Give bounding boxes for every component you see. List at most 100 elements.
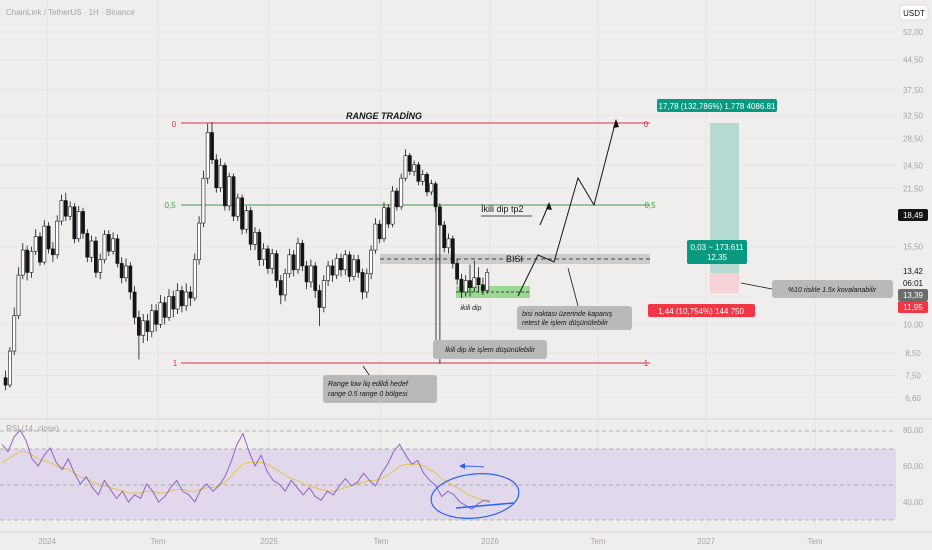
price-tick-label: 15,50	[903, 243, 924, 252]
tp2-label: İkili dip tp2	[481, 204, 524, 214]
price-tick-label: 24,50	[903, 161, 924, 170]
candle-body	[55, 220, 60, 256]
projection-path[interactable]	[517, 119, 617, 297]
candle-body	[115, 238, 120, 264]
candle-body	[188, 291, 193, 299]
candle-body	[274, 253, 279, 281]
candles	[3, 122, 490, 391]
candle-body	[29, 250, 34, 273]
candle-body	[214, 159, 219, 189]
candle-body	[106, 234, 111, 252]
rsi-blue-arrowhead	[459, 463, 465, 469]
time-tick-label: 2025	[260, 537, 278, 546]
price-badge-label: 11,95	[903, 303, 923, 312]
candle-body	[429, 183, 434, 193]
note-bisi[interactable]: bisi noktası üzerinde kapanış retest ile…	[517, 306, 632, 330]
rsi-blue-circle	[430, 473, 520, 519]
candle-body	[373, 223, 378, 251]
candle-body	[89, 240, 94, 258]
candle-body	[158, 302, 163, 325]
price-tick-label: 44,50	[903, 56, 924, 65]
candle-body	[485, 272, 490, 291]
candle-body	[145, 320, 150, 332]
candle-body	[270, 253, 275, 269]
range-level-1-right: 1	[644, 359, 649, 368]
price-badge	[898, 289, 928, 301]
candle-body	[253, 232, 257, 245]
candle-body	[450, 238, 455, 264]
price-badge-label: 18,49	[903, 211, 924, 220]
price-axis[interactable]: 52,00 44,50 37,50 32,50 28,50 24,50 21,50 18,49…	[898, 28, 928, 403]
note-ikili-dip[interactable]: İkili dip ile işlem düşünülebilir	[433, 340, 547, 359]
candle-body	[416, 164, 421, 182]
candle-body	[12, 315, 17, 352]
range-level-0-left: 0	[172, 120, 177, 129]
candle-body	[231, 176, 236, 217]
candle-body	[111, 238, 116, 252]
time-axis[interactable]: 2024 Tem 2025 Tem 2026 Tem 2027 Tem	[38, 537, 823, 546]
rsi-axis[interactable]: 80,00 60,00 40,00	[903, 426, 924, 507]
candle-body	[480, 284, 485, 291]
candle-body	[291, 254, 296, 271]
candle-body	[8, 350, 12, 386]
rsi-pane: RSI (14, close) 80,00 60,00 40,00	[0, 424, 924, 522]
candle-body	[455, 263, 460, 280]
candle-body	[141, 320, 146, 336]
candle-body	[128, 265, 133, 293]
candle-body	[42, 225, 47, 263]
price-tick-label: 7,50	[905, 371, 921, 380]
candle-body	[463, 280, 468, 293]
time-tick-label: Tem	[590, 537, 605, 546]
candle-body	[244, 210, 249, 230]
candle-body	[330, 265, 335, 276]
candle-body	[119, 263, 124, 279]
candle-body	[63, 200, 68, 217]
stop-zone	[710, 273, 739, 293]
candle-body	[184, 291, 189, 307]
note-risk-text: %10 riskle 1.5x kovalanabilir	[788, 287, 877, 294]
candle-body	[3, 377, 8, 386]
candle-body	[403, 155, 408, 179]
candle-body	[132, 291, 137, 318]
note-range-low[interactable]: Range low liq edildi hedef range 0.5 ran…	[323, 375, 437, 403]
price-tick-label: 21,50	[903, 185, 924, 194]
candle-body	[326, 265, 331, 281]
candle-body	[334, 258, 339, 276]
rsi-blue-annotation[interactable]	[429, 463, 521, 522]
candle-body	[360, 272, 365, 293]
rsi-line	[1, 429, 491, 510]
candle-body	[321, 280, 326, 308]
candle-body	[425, 174, 429, 193]
candle-body	[223, 165, 227, 207]
rsi-blue-trendline	[455, 502, 515, 509]
candle-body	[351, 259, 356, 277]
candle-body	[339, 258, 343, 271]
currency-button[interactable]: USDT	[899, 4, 929, 21]
symbol-title: ChainLink / TetherUS · 1H · Binance	[6, 8, 135, 17]
range-title: RANGE TRADİNG	[346, 111, 422, 121]
candle-body	[94, 240, 98, 273]
candle-body	[16, 274, 21, 316]
candle-body	[124, 265, 128, 279]
note-risk[interactable]: %10 riskle 1.5x kovalanabilir	[772, 280, 893, 298]
long-position-tool[interactable]: 17,78 (132,786%) 1.778 4086.81 0,03 ~ 17…	[648, 99, 777, 317]
candle-body	[137, 317, 141, 336]
range-level-0-right: 0	[644, 120, 649, 129]
candle-body	[382, 207, 386, 240]
candle-body	[98, 259, 103, 273]
candle-body	[283, 273, 288, 296]
candle-body	[265, 248, 270, 269]
entry-label-line-2: 12,35	[707, 253, 728, 262]
candle-body	[261, 248, 266, 260]
currency-label: USDT	[903, 9, 925, 18]
candle-body	[175, 290, 180, 310]
candle-body	[235, 197, 240, 217]
candle-body	[420, 174, 425, 182]
candle-body	[201, 177, 206, 224]
note-ikili-dip-text: İkili dip ile işlem düşünülebilir	[445, 346, 536, 354]
candle-body	[468, 280, 472, 288]
stop-label: 1,44 (10,754%) 144 750	[658, 307, 744, 316]
candle-body	[394, 190, 399, 208]
price-badge	[898, 301, 928, 313]
